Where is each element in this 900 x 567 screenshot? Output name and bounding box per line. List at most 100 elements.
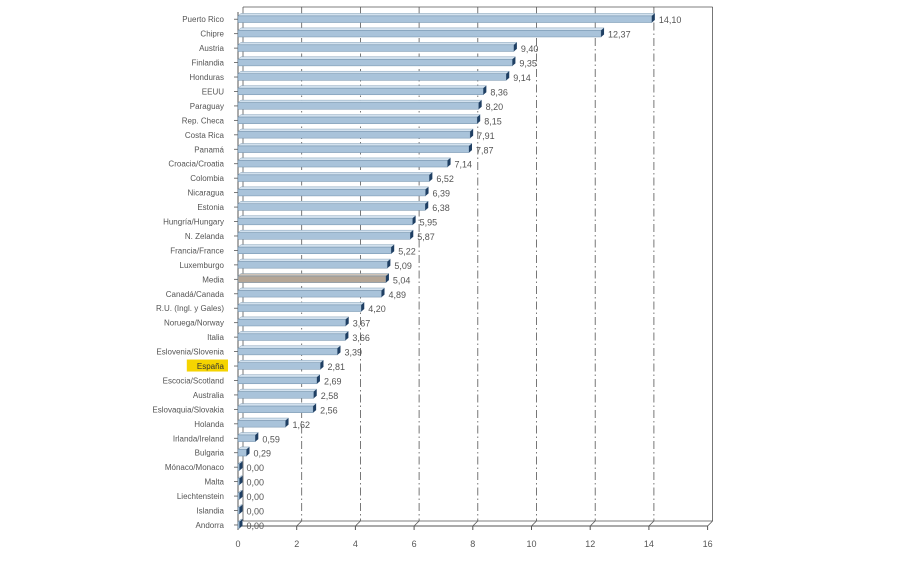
highlight-label-bg — [186, 359, 228, 372]
bar-top — [237, 331, 349, 335]
category-label: R.U. (Ingl. y Gales) — [156, 304, 224, 313]
bar — [237, 376, 318, 385]
category-label: Islandia — [196, 507, 224, 516]
category-label: Escocia/Scotland — [163, 376, 224, 385]
x-tick-label: 12 — [585, 539, 595, 549]
bar-top — [237, 302, 365, 306]
category-label: Estonia — [197, 203, 224, 212]
value-label: 1,62 — [293, 420, 311, 430]
bar-end — [513, 42, 517, 52]
bar-top — [237, 244, 395, 248]
bar-end — [337, 345, 341, 355]
value-label: 3,67 — [353, 319, 371, 329]
bar-top — [237, 99, 483, 103]
value-label: 0,29 — [254, 449, 272, 459]
category-label: Croacia/Croatia — [168, 160, 224, 169]
value-label: 4,20 — [368, 304, 386, 314]
bar-top — [237, 42, 518, 46]
gridline-floor — [531, 520, 537, 527]
bar — [237, 449, 247, 457]
bar-top — [237, 229, 414, 233]
x-tick-label: 14 — [644, 539, 654, 549]
bar-end — [316, 374, 320, 384]
category-label-highlighted: España — [197, 362, 225, 371]
bar-end — [345, 331, 349, 341]
gridline-floor — [413, 520, 420, 527]
value-label: 5,22 — [398, 246, 416, 256]
bar — [237, 246, 392, 254]
bar-end — [391, 244, 395, 254]
category-label: Paraguay — [190, 102, 224, 111]
bar — [237, 290, 382, 298]
bar — [237, 217, 413, 226]
bar — [237, 319, 346, 327]
bar — [237, 174, 430, 182]
bar-top — [237, 143, 473, 147]
value-label: 0,00 — [247, 507, 265, 517]
bar — [237, 261, 388, 269]
category-label: Italia — [207, 333, 224, 342]
category-label: Rep. Checa — [182, 116, 225, 125]
value-label: 5,95 — [420, 218, 438, 228]
bar-end — [512, 56, 516, 66]
category-label: Andorra — [196, 521, 225, 530]
bar — [237, 131, 471, 139]
bar — [237, 304, 362, 312]
value-label: 7,91 — [477, 131, 495, 141]
value-label: 6,39 — [433, 189, 451, 199]
value-label: 2,69 — [324, 376, 342, 386]
gridline-floor — [355, 520, 361, 527]
bar-end — [483, 85, 487, 95]
category-label: Bulgaria — [195, 449, 225, 458]
bar-end — [313, 403, 317, 413]
bar — [237, 44, 515, 52]
bar-end — [425, 201, 429, 211]
value-label: 2,56 — [320, 405, 338, 415]
category-label: Holanda — [194, 420, 224, 429]
category-label: Malta — [204, 478, 224, 487]
x-tick-label: 0 — [235, 539, 240, 549]
bar — [237, 102, 479, 110]
x-tick-label: 2 — [294, 539, 299, 549]
category-label: Costa Rica — [185, 131, 225, 140]
category-label: Mónaco/Monaco — [165, 463, 225, 472]
category-label: Liechtenstein — [177, 492, 224, 501]
bar-top — [237, 172, 433, 176]
bar-top — [237, 316, 350, 320]
value-label: 3,66 — [352, 333, 370, 343]
category-label: Panamá — [194, 145, 224, 154]
gridline-floor — [472, 520, 479, 527]
value-label: 12,37 — [608, 30, 631, 40]
value-label: 6,52 — [436, 174, 454, 184]
value-label: 8,36 — [490, 87, 508, 97]
value-label: 8,20 — [486, 102, 504, 112]
value-label: 9,40 — [521, 44, 539, 54]
value-label: 14,10 — [659, 15, 682, 25]
category-label: Eslovenia/Slovenia — [156, 348, 224, 357]
category-label: Francia/France — [170, 246, 224, 255]
bar-top — [237, 13, 656, 17]
value-label: 5,04 — [393, 275, 411, 285]
category-label: Noruega/Norway — [164, 319, 224, 328]
bar — [237, 73, 507, 81]
gridline-floor — [296, 520, 302, 527]
bar-top — [237, 360, 325, 363]
bar-top — [237, 374, 321, 378]
bar-end — [477, 114, 481, 124]
value-label: 6,38 — [432, 203, 450, 213]
bar-top — [237, 417, 290, 421]
bar — [237, 145, 470, 153]
value-label: 7,87 — [476, 145, 494, 155]
bar-top — [237, 403, 317, 407]
bar — [237, 232, 411, 240]
category-label: Australia — [193, 391, 225, 400]
x-tick-label: 16 — [703, 539, 713, 549]
value-label: 0,59 — [262, 434, 280, 444]
bar-top — [237, 128, 474, 132]
category-label: EEUU — [202, 87, 224, 96]
bar-end — [255, 432, 259, 442]
bar-top — [237, 432, 259, 436]
category-label: Eslovaquia/Slovakia — [152, 405, 224, 414]
gridline-floor — [648, 520, 655, 527]
value-label: 5,87 — [417, 232, 435, 242]
